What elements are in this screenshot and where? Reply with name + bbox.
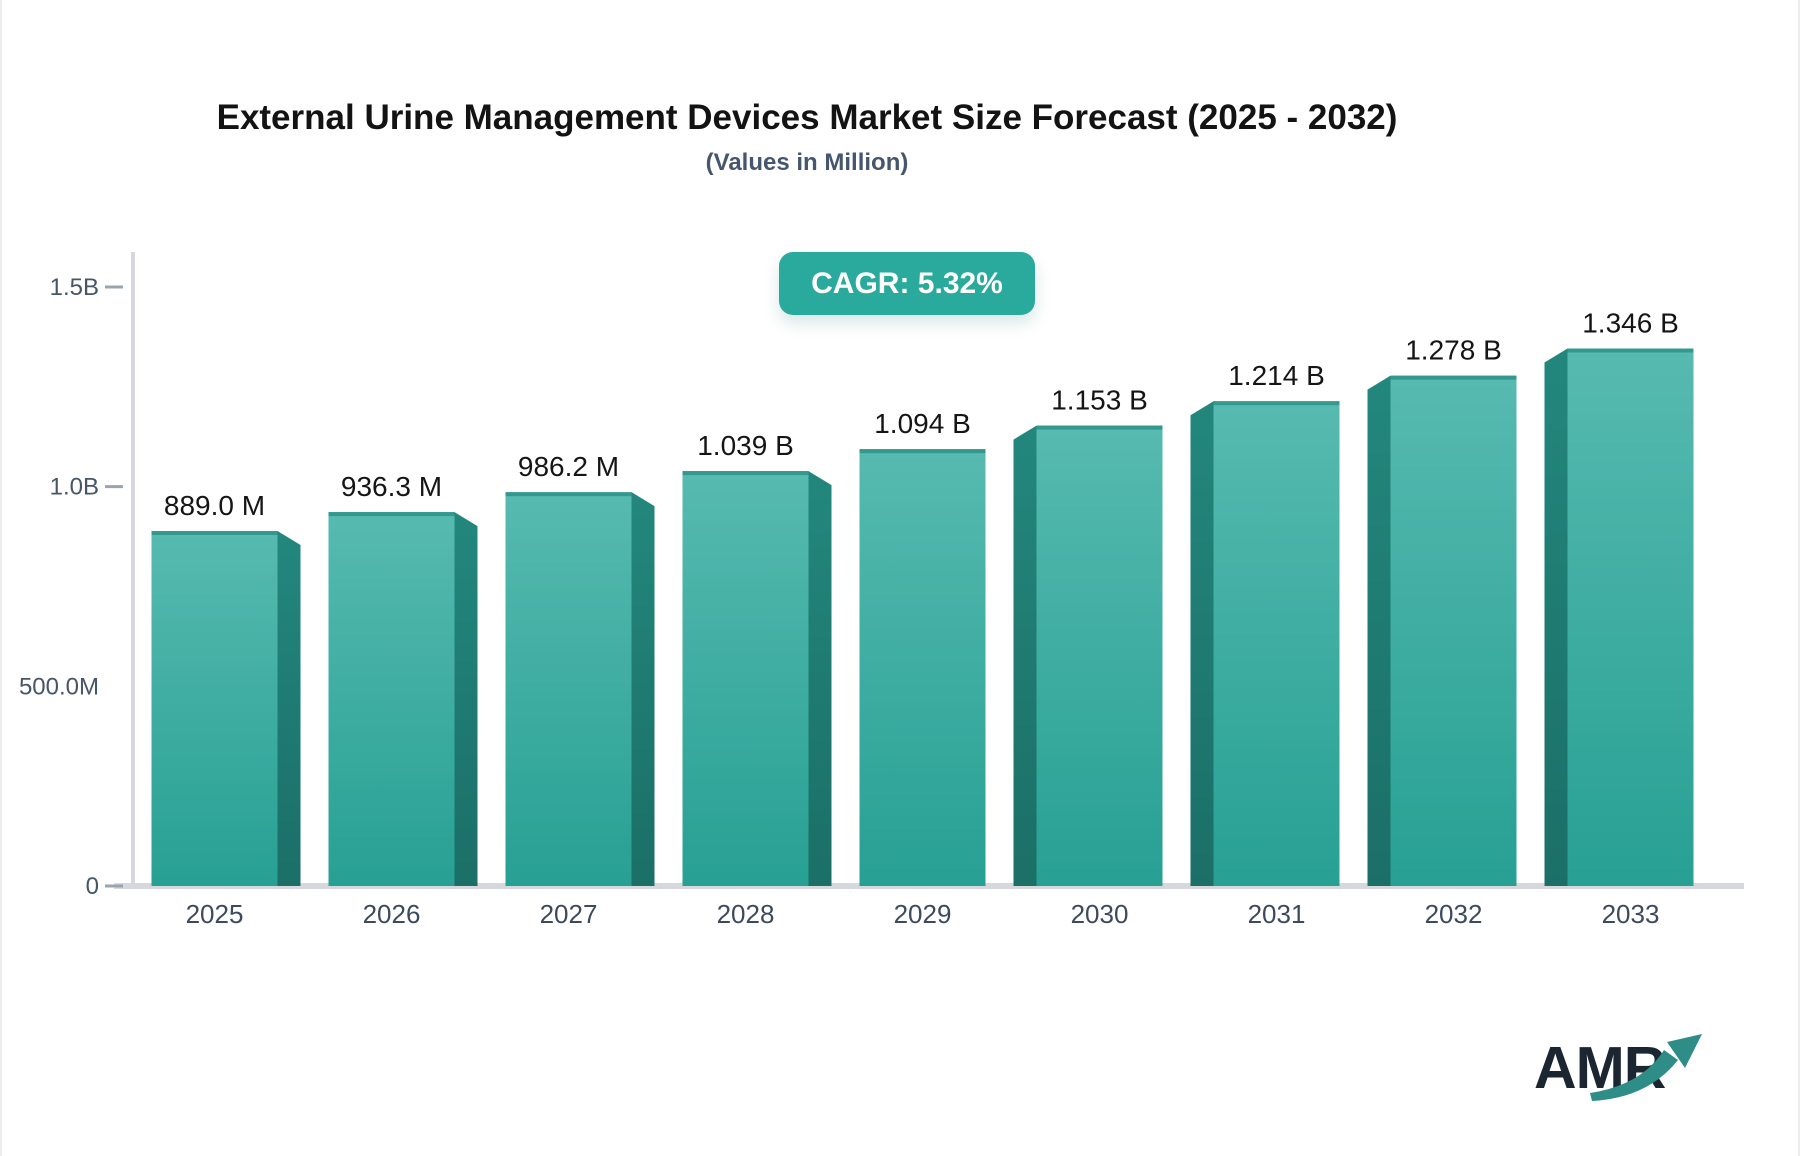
bar-value-label: 889.0 M xyxy=(164,490,265,521)
bar-value-label: 1.278 B xyxy=(1405,335,1502,366)
bar-2032-top-edge xyxy=(1390,375,1517,380)
bar-2033-side xyxy=(1544,348,1568,887)
bar-2031[interactable] xyxy=(1213,401,1340,886)
chart-subtitle: (Values in Million) xyxy=(705,149,909,176)
bar-2031-side xyxy=(1190,401,1214,886)
amr-logo-text: AMR xyxy=(1534,1035,1666,1101)
bar-value-label: 1.214 B xyxy=(1228,360,1325,391)
bar-2028[interactable] xyxy=(682,471,809,886)
bar-2029[interactable] xyxy=(859,449,986,886)
bar-value-label: 986.2 M xyxy=(518,451,619,482)
bar-2027-top-edge xyxy=(505,492,632,497)
bar-value-label: 1.153 B xyxy=(1051,385,1148,416)
y-axis-tick-label: 1.5B xyxy=(50,274,99,301)
x-axis-label-2025: 2025 xyxy=(186,899,244,929)
logo-arrow-icon xyxy=(1590,1050,1678,1101)
x-axis-label-2028: 2028 xyxy=(717,899,775,929)
bar-2033-top-edge xyxy=(1567,348,1694,353)
bar-2032[interactable] xyxy=(1390,375,1517,886)
y-axis-tick-label: 1.0B xyxy=(50,474,99,501)
bar-2029-top-edge xyxy=(859,449,986,454)
bar-2025-side xyxy=(277,530,301,886)
bar-2033[interactable] xyxy=(1567,348,1694,887)
bar-2030-side xyxy=(1013,425,1037,886)
bar-2032-side xyxy=(1367,375,1391,886)
x-axis-label-2032: 2032 xyxy=(1425,899,1483,929)
x-axis-label-2033: 2033 xyxy=(1602,899,1660,929)
bar-2025-top-edge xyxy=(151,530,278,535)
bar-value-label: 1.094 B xyxy=(874,408,971,439)
bar-2026-top-edge xyxy=(328,512,455,517)
logo-arrowhead-icon xyxy=(1667,1034,1702,1068)
cagr-badge: CAGR: 5.32% xyxy=(779,252,1035,315)
bar-2026-side xyxy=(454,512,478,886)
bar-2030-top-edge xyxy=(1036,425,1163,430)
bar-2031-top-edge xyxy=(1213,401,1340,406)
amr-logo: AMR xyxy=(1534,1034,1702,1101)
x-axis-label-2031: 2031 xyxy=(1248,899,1306,929)
x-axis-label-2027: 2027 xyxy=(540,899,598,929)
bar-2027-side xyxy=(631,492,655,886)
bar-value-label: 936.3 M xyxy=(341,471,442,502)
x-axis-label-2029: 2029 xyxy=(894,899,952,929)
x-axis-label-2026: 2026 xyxy=(363,899,421,929)
bar-2025[interactable] xyxy=(151,530,278,886)
y-axis-tick-label: 500.0M xyxy=(19,673,99,700)
x-axis-label-2030: 2030 xyxy=(1071,899,1129,929)
bar-2028-side xyxy=(808,471,832,886)
bar-2027[interactable] xyxy=(505,492,632,886)
bar-2030[interactable] xyxy=(1036,425,1163,886)
bar-2026[interactable] xyxy=(328,512,455,886)
bar-value-label: 1.039 B xyxy=(697,430,794,461)
y-axis-tick-label: 0 xyxy=(86,873,99,900)
chart-title: External Urine Management Devices Market… xyxy=(216,98,1398,137)
bar-value-label: 1.346 B xyxy=(1582,307,1679,338)
cagr-badge-label: CAGR: 5.32% xyxy=(811,266,1003,300)
bar-2028-top-edge xyxy=(682,471,809,476)
